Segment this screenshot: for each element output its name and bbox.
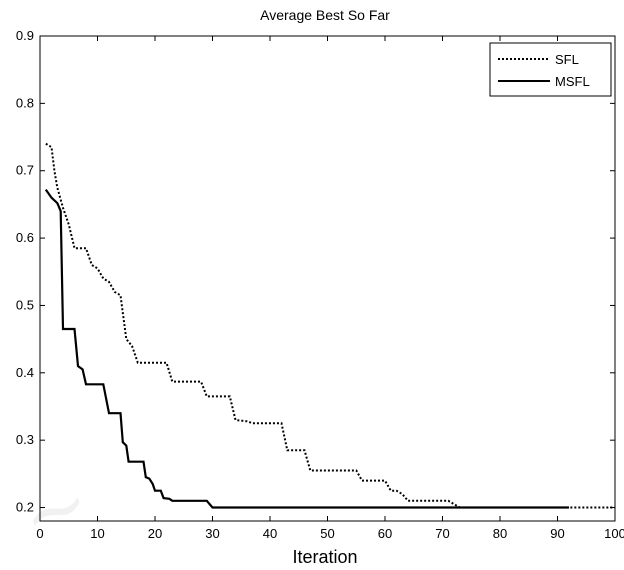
- y-tick-label: 0.2: [16, 500, 34, 515]
- x-tick-label: 10: [90, 526, 104, 541]
- x-tick-label: 40: [263, 526, 277, 541]
- y-tick-label: 0.6: [16, 230, 34, 245]
- y-tick-label: 0.9: [16, 28, 34, 43]
- chart-title: Average Best So Far: [260, 7, 390, 23]
- series-line-msfl: [44, 188, 569, 509]
- legend-label-sfl: SFL: [555, 52, 579, 67]
- x-tick-label: 100: [604, 526, 624, 541]
- series-line-sfl: [45, 142, 615, 509]
- x-tick-label: 70: [435, 526, 449, 541]
- plot-area: 0 10 20 30 40 50 60 70 80 90 100 0.2 0.3 0.4 0.5 0.6 0.7…: [16, 28, 624, 541]
- y-tick-label: 0.7: [16, 163, 34, 178]
- x-tick-label: 20: [148, 526, 162, 541]
- legend-box: [489, 42, 612, 97]
- y-tick-label: 0.4: [16, 365, 34, 380]
- x-tick-label: 80: [493, 526, 507, 541]
- x-tick-label: 0: [36, 526, 43, 541]
- y-tick-label: 0.5: [16, 297, 34, 312]
- x-tick-label: 60: [378, 526, 392, 541]
- x-tick-label: 90: [550, 526, 564, 541]
- x-tick-label: 30: [205, 526, 219, 541]
- legend-label-msfl: MSFL: [555, 74, 590, 89]
- x-axis-title: Iteration: [292, 547, 357, 567]
- legend: SFL MSFL: [489, 42, 612, 97]
- y-tick-label: 0.3: [16, 432, 34, 447]
- y-tick-label: 0.8: [16, 95, 34, 110]
- x-tick-label: 50: [320, 526, 334, 541]
